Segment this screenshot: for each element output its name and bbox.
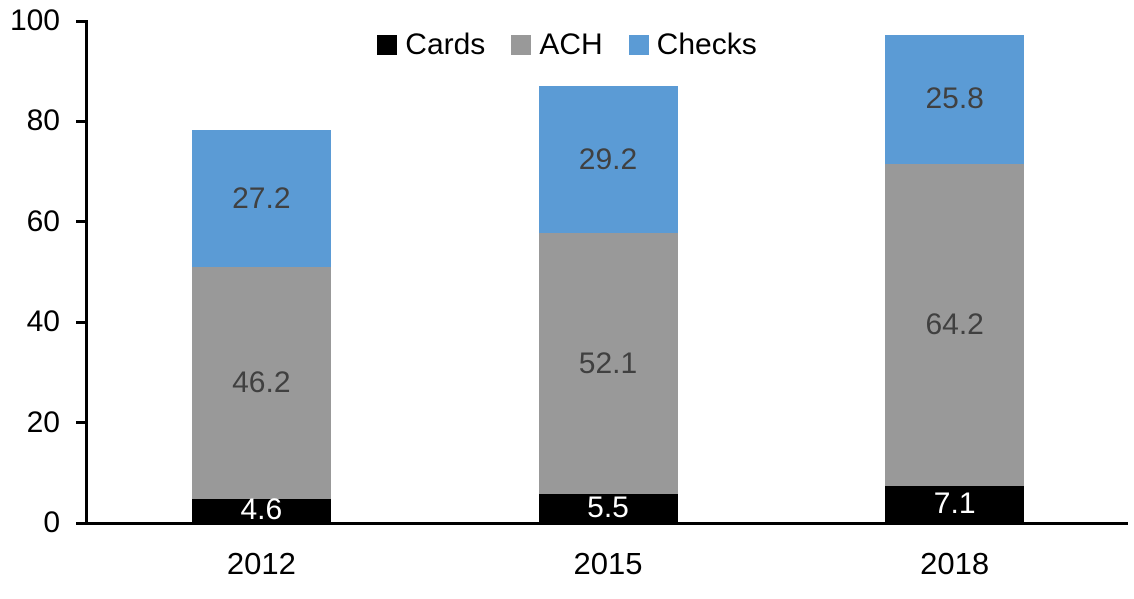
category-label-2012: 2012 bbox=[226, 546, 296, 581]
bar-segment-ach: 52.1 bbox=[538, 232, 678, 495]
bar-value-label: 7.1 bbox=[933, 487, 976, 521]
y-tick-mark bbox=[76, 119, 88, 123]
bar-value-label: 4.6 bbox=[240, 493, 283, 527]
bar-value-label: 52.1 bbox=[578, 346, 638, 380]
bar-segment-checks: 25.8 bbox=[885, 34, 1025, 165]
legend-item-checks: Checks bbox=[628, 28, 757, 61]
y-tick-mark bbox=[76, 220, 88, 224]
bar-value-label: 25.8 bbox=[925, 82, 984, 116]
bar-segment-checks: 27.2 bbox=[191, 130, 331, 267]
y-tick-label: 20 bbox=[26, 405, 60, 439]
bar-2012: 4.6 46.2 27.2 bbox=[191, 130, 331, 525]
y-tick-mark bbox=[76, 421, 88, 425]
legend-label: Checks bbox=[656, 28, 757, 61]
category-label-2015: 2015 bbox=[573, 546, 643, 581]
y-tick-label: 80 bbox=[26, 104, 60, 138]
bar-segment-ach: 64.2 bbox=[885, 164, 1025, 487]
bar-segment-cards: 4.6 bbox=[191, 495, 331, 525]
y-tick-label: 60 bbox=[26, 204, 60, 238]
legend-swatch-icon bbox=[511, 35, 532, 55]
y-tick-mark bbox=[76, 19, 88, 23]
legend-item-cards: Cards bbox=[377, 30, 485, 60]
legend-swatch-icon bbox=[377, 35, 398, 55]
bar-2015: 5.5 52.1 29.2 bbox=[538, 86, 678, 525]
bar-segment-checks: 29.2 bbox=[538, 86, 678, 233]
x-axis bbox=[85, 522, 1128, 525]
bar-2018: 7.1 64.2 25.8 bbox=[885, 34, 1025, 522]
category-label-2018: 2018 bbox=[920, 546, 990, 581]
bar-segment-ach: 46.2 bbox=[191, 267, 331, 499]
y-axis bbox=[85, 20, 88, 525]
bar-value-label: 5.5 bbox=[587, 491, 629, 525]
y-tick-label: 0 bbox=[43, 506, 60, 539]
bar-value-label: 29.2 bbox=[578, 142, 638, 176]
y-tick-label: 40 bbox=[26, 305, 60, 339]
legend-label: Cards bbox=[405, 28, 486, 61]
legend-swatch-icon bbox=[628, 35, 649, 55]
bar-value-label: 64.2 bbox=[925, 308, 984, 342]
y-tick-mark bbox=[76, 320, 88, 324]
y-tick-mark bbox=[76, 521, 88, 525]
bar-value-label: 46.2 bbox=[232, 365, 291, 399]
y-tick-label: 100 bbox=[9, 4, 60, 37]
bar-segment-cards: 5.5 bbox=[538, 491, 678, 525]
bar-segment-cards: 7.1 bbox=[885, 486, 1025, 522]
legend-item-ach: ACH bbox=[511, 28, 603, 61]
legend-label: ACH bbox=[539, 28, 603, 61]
bar-value-label: 27.2 bbox=[232, 181, 291, 215]
